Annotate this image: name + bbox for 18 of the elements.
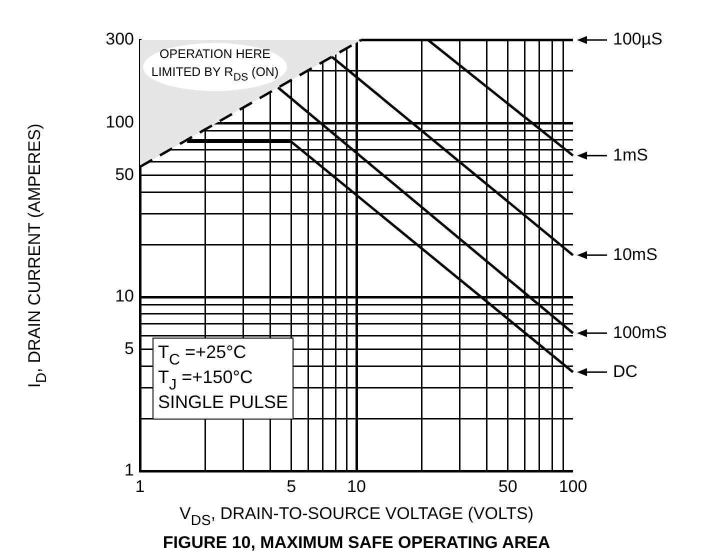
legend-label: 10mS	[613, 244, 658, 264]
y-tick-label: 300	[106, 30, 134, 49]
y-tick-label: 100	[106, 112, 134, 132]
y-axis-title: ID, DRAIN CURRENT (AMPERES)	[25, 124, 50, 388]
x-tick-label: 100	[558, 476, 588, 496]
text: FIGURE 10, MAXIMUM SAFE OPERATING AREA	[162, 533, 550, 552]
annotation: SINGLE PULSE	[158, 392, 288, 412]
x-tick-label: 10	[347, 476, 366, 496]
x-tick-label: 50	[498, 476, 518, 496]
legend-label: 100µS	[613, 30, 662, 49]
legend-label: DC	[613, 362, 638, 381]
y-tick-label: 50	[115, 165, 134, 184]
y-tick-label: 1	[124, 460, 134, 480]
x-tick-label: 5	[286, 476, 296, 496]
legend-label: 100mS	[613, 322, 667, 342]
y-tick-label: 5	[124, 339, 134, 358]
y-tick-label: 10	[115, 286, 134, 306]
legend-label: 1mS	[613, 145, 648, 164]
